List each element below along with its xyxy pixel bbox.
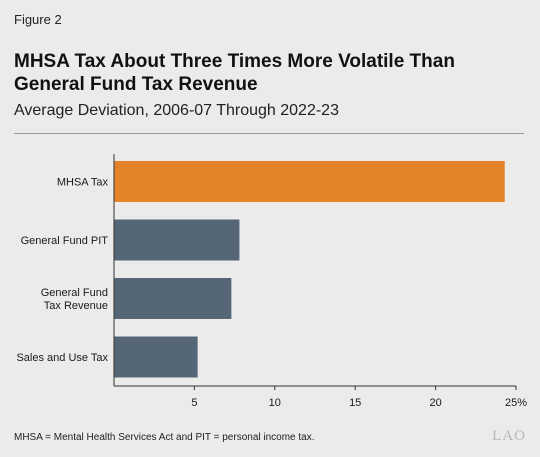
bar-3 [114,336,198,378]
bar-chart: MHSA Tax General Fund PIT General Fund Tax … [16,154,527,409]
category-label-3: Sales and Use Tax [16,352,108,364]
lao-logo: LAO [492,428,526,444]
chart-subtitle: Average Deviation, 2006-07 Through 2022-… [14,102,339,119]
x-tick-label-1: 10 [269,397,281,409]
category-label-1: General Fund PIT [21,235,109,247]
x-tick-label-4: 25% [505,397,527,409]
category-label-2: General Fund Tax Revenue [41,287,108,312]
footnote: MHSA = Mental Health Services Act and PI… [14,432,315,443]
category-label-0: MHSA Tax [57,177,109,189]
bar-0 [114,161,505,202]
x-tick-label-3: 20 [429,397,441,409]
x-tick-label-2: 15 [349,397,361,409]
chart-title: MHSA Tax About Three Times More Volatile… [14,51,455,95]
title-divider [14,133,524,134]
bar-1 [114,219,240,261]
x-tick-label-0: 5 [191,397,197,409]
figure-label: Figure 2 [14,12,62,27]
bar-2 [114,278,232,319]
